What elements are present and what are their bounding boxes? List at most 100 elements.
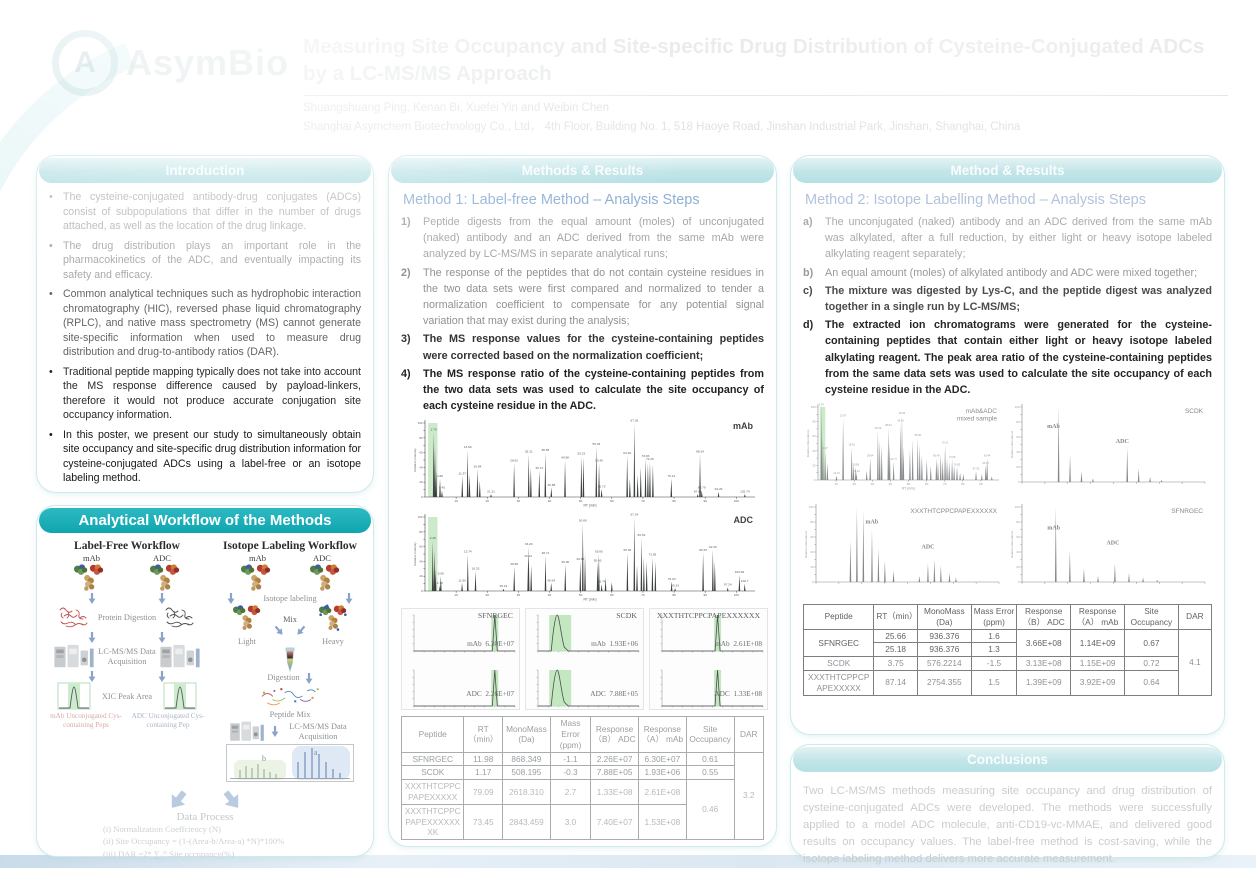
method1-step: 2) The response of the peptides that do n… [401, 266, 764, 328]
method1-header: Methods & Results [391, 158, 774, 183]
table-row: SCDK 1.17 508.195 -0.3 7.88E+05 1.93E+06 0.55 [400, 765, 764, 781]
svg-text:13.69: 13.69 [463, 445, 471, 449]
svg-text:100: 100 [811, 405, 816, 409]
svg-text:79.12: 79.12 [667, 474, 675, 478]
svg-text:40: 40 [889, 482, 893, 486]
arrow-down-icon [271, 726, 279, 738]
svg-text:33.29: 33.29 [524, 542, 532, 546]
conclusions-text: Two LC-MS/MS methods measuring site occu… [803, 785, 1212, 865]
svg-text:20: 20 [1016, 565, 1020, 569]
svg-text:55.03: 55.03 [592, 442, 600, 446]
conclusions-header: Conclusions [793, 747, 1222, 772]
svg-text:67.26: 67.26 [630, 419, 638, 423]
xic-thumbnail-icon [163, 682, 197, 710]
svg-text:70.21: 70.21 [942, 440, 949, 444]
svg-text:21.21: 21.21 [487, 490, 495, 494]
svg-text:97.24: 97.24 [723, 583, 731, 587]
xxxthtcppcpapexxxxxx-spectrum: 0 20 40 60 80 100 Relative Abundance mAb ADC XXXT… [804, 504, 1000, 584]
arrow-diagonal-icon [272, 624, 286, 637]
xic-panels: SFNRGEC mAb 6.30E+07 ADC 2.26E+07 SCDK m… [401, 608, 768, 711]
svg-text:55.08: 55.08 [914, 433, 921, 437]
svg-text:40: 40 [1016, 450, 1020, 454]
table-row: SFNRGEC 11.98 868.349 -1.1 2.26E+07 6.30E+07… [400, 751, 765, 841]
formula-normalization: (i) Normalization Coeffciency (N) [103, 823, 221, 834]
svg-text:60: 60 [610, 499, 614, 503]
svg-text:SCDK: SCDK [1185, 408, 1204, 415]
formula-dar: (iii) DAR =2* ∑₁ᴺ Site occupancy(%) [103, 848, 235, 859]
lc-instrument-icon [230, 721, 264, 741]
lcms-acquisition-label: LC-MS/MS Data Acquisition [289, 721, 347, 741]
svg-text:72.26: 72.26 [646, 457, 654, 461]
svg-text:10: 10 [454, 499, 458, 503]
intro-bullet: • Common analytical techniques such as hy… [49, 288, 361, 358]
method1-panel: Methods & Results Method 1: Label-free M… [388, 155, 777, 847]
mixed-sample-chromatogram: 0 20 40 60 80 100 10 20 30 40 50 60 70 80 90 RT (min) Re… [806, 402, 999, 491]
svg-text:11.97: 11.97 [458, 472, 466, 476]
intro-bullet: • In this poster, we present our study to… [49, 428, 361, 485]
svg-text:65.02: 65.02 [623, 548, 631, 552]
svg-text:56.74: 56.74 [597, 580, 605, 584]
svg-text:65.40: 65.40 [933, 454, 940, 458]
method2-step: a) The unconjugated (naked) antibody and … [803, 216, 1212, 261]
formula-site-occupancy: (ii) Site Occupancy = (1-(Area-b/Area-a)… [103, 836, 285, 847]
svg-text:40: 40 [419, 560, 423, 564]
svg-text:2.48: 2.48 [429, 536, 435, 540]
svg-text:55.40: 55.40 [595, 459, 603, 463]
affiliation: Shanghai Asymchem Biotechnology Co., Ltd… [303, 121, 1021, 134]
svg-text:60: 60 [810, 535, 814, 539]
authors: Shuangshuang Ping, Kenan Bi, Xuefei Yin … [303, 102, 610, 115]
svg-text:Relative Abundance: Relative Abundance [806, 430, 810, 458]
svg-text:64.94: 64.94 [623, 451, 631, 455]
method2-panel: Method & Results Method 2: Isotope Label… [790, 155, 1225, 735]
method2-subtitle: Method 2: Isotope Labelling Method – Ana… [805, 192, 1146, 208]
svg-text:40: 40 [1016, 550, 1020, 554]
method1-step: 3) The MS response values for the cystein… [401, 333, 764, 362]
svg-text:69.52: 69.52 [637, 533, 645, 537]
svg-text:28.84: 28.84 [867, 454, 874, 458]
svg-text:ADC: ADC [1116, 439, 1129, 445]
arrow-down-icon [158, 593, 166, 604]
svg-text:5.08: 5.08 [437, 572, 443, 576]
svg-text:16.23: 16.23 [471, 567, 479, 571]
svg-text:38.71: 38.71 [541, 551, 549, 555]
svg-text:20: 20 [485, 593, 489, 597]
svg-text:60: 60 [925, 482, 929, 486]
svg-text:80.33: 80.33 [671, 584, 679, 588]
svg-text:45.06: 45.06 [561, 560, 569, 564]
svg-text:20: 20 [812, 463, 816, 467]
svg-text:90: 90 [703, 499, 707, 503]
svg-text:102.7: 102.7 [740, 579, 748, 583]
svg-text:60: 60 [1016, 435, 1020, 439]
method2-header: Method & Results [793, 158, 1222, 183]
svg-text:38.84: 38.84 [885, 423, 892, 427]
lc-instrument-icon [53, 644, 94, 668]
svg-text:70: 70 [641, 499, 645, 503]
table-row: SFNRGEC 25.66 936.376 1.6 3.66E+08 1.14E+09… [802, 628, 1213, 696]
protein-digestion-label: Protein Digestion [97, 613, 157, 623]
svg-text:80: 80 [812, 420, 816, 424]
header-divider [303, 95, 1228, 97]
svg-text:10: 10 [834, 482, 838, 486]
svg-text:50.69: 50.69 [578, 519, 586, 523]
svg-text:20.88: 20.88 [853, 462, 860, 466]
svg-text:60: 60 [419, 545, 423, 549]
svg-text:50: 50 [907, 482, 911, 486]
svg-text:50: 50 [578, 499, 582, 503]
intro-panel: Introduction • The cysteine-conjugated an… [36, 155, 374, 493]
heavy-labeled-antibody-icon [316, 604, 350, 632]
svg-text:73.05: 73.05 [648, 553, 656, 557]
svg-text:100.99: 100.99 [734, 570, 744, 574]
svg-text:46.83: 46.83 [899, 411, 906, 415]
poster-title-line1: Measuring Site Occupancy and Site-specif… [303, 35, 1205, 58]
svg-text:55.85: 55.85 [594, 550, 602, 554]
svg-text:ADC: ADC [733, 515, 753, 525]
table-row: SCDK 3.75 576.2214 -1.5 3.13E+08 1.15E+09 0.7… [802, 656, 1212, 671]
svg-text:50.23: 50.23 [577, 452, 585, 456]
label-free-workflow: Label-Free Workflow mAb ADC Protein Diges… [45, 540, 209, 787]
adc-caption: ADC Unconjugated Cys-containing Pep [131, 712, 205, 729]
svg-text:55.43: 55.43 [593, 559, 601, 563]
svg-text:100: 100 [733, 499, 738, 503]
arrow-down-icon [227, 593, 235, 604]
brand-logo: A AsymBio [52, 30, 289, 96]
svg-text:28.62: 28.62 [510, 459, 518, 463]
